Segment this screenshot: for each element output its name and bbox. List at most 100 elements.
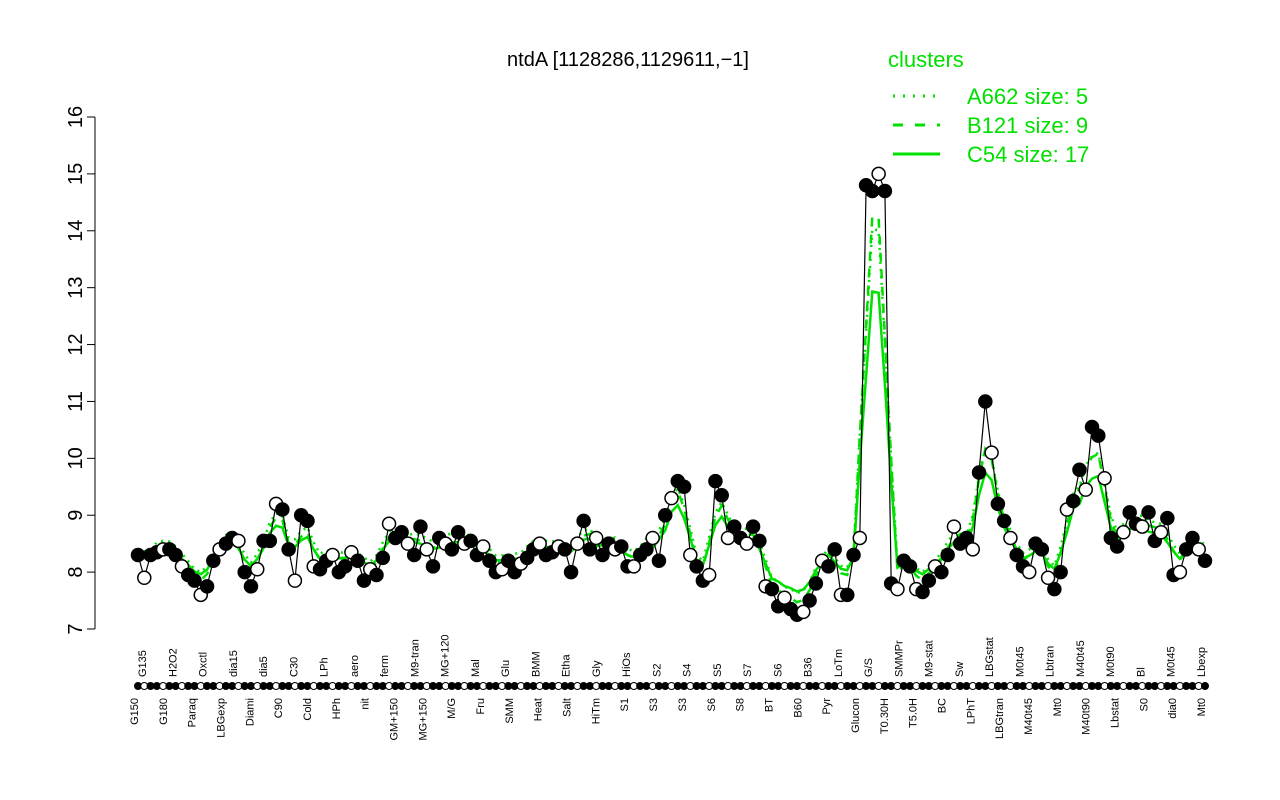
y-tick-label: 13 xyxy=(65,277,87,299)
data-point xyxy=(714,488,729,503)
data-point xyxy=(588,530,604,546)
legend-entry-a662: A662 size: 5 xyxy=(967,84,1088,109)
data-point xyxy=(1040,570,1056,586)
x-label-bottom: Heat xyxy=(533,698,545,721)
x-label-bottom: Paraq xyxy=(187,698,199,727)
data-point xyxy=(745,519,761,534)
data-point xyxy=(1022,564,1037,580)
data-point xyxy=(237,564,252,580)
x-label-top: aero xyxy=(349,655,361,677)
data-point xyxy=(934,564,949,580)
x-label-bottom: Salt xyxy=(562,698,574,717)
data-point xyxy=(137,570,152,586)
data-point xyxy=(1009,547,1024,563)
data-point xyxy=(1003,530,1018,546)
data-point xyxy=(475,539,491,554)
x-label-bottom: BT xyxy=(763,698,775,712)
data-point xyxy=(413,519,428,534)
x-label-bottom: LBGtran xyxy=(994,698,1006,739)
rug-marker xyxy=(1201,682,1209,690)
data-point xyxy=(337,559,353,574)
x-label-top: ferm xyxy=(379,655,391,677)
data-point xyxy=(582,542,598,557)
data-point xyxy=(676,479,692,495)
x-label-top: LBGstat xyxy=(984,637,996,677)
data-point xyxy=(796,604,811,620)
data-point xyxy=(1034,542,1050,557)
data-point xyxy=(206,553,221,568)
legend: clusters A662 size: 5 B121 size: 9 C54 s… xyxy=(888,47,1089,167)
data-point xyxy=(463,533,478,549)
data-point xyxy=(701,567,717,583)
data-point xyxy=(375,550,391,566)
data-point xyxy=(965,542,981,557)
legend-entry-b121: B121 size: 9 xyxy=(967,113,1088,138)
data-point xyxy=(187,573,202,588)
x-label-bottom: T5.0H xyxy=(908,698,920,728)
x-label-top: G135 xyxy=(137,650,149,677)
data-point xyxy=(262,533,278,549)
data-series xyxy=(130,166,1213,623)
x-label-top: dia5 xyxy=(258,656,270,677)
data-point xyxy=(199,579,215,594)
x-label-bottom: SMM xyxy=(504,698,516,724)
x-label-bottom: G180 xyxy=(158,698,170,725)
x-label-top: Bl xyxy=(1136,667,1148,677)
x-label-bottom: Diami xyxy=(244,698,256,726)
data-point xyxy=(576,513,591,529)
x-label-top: LoTm xyxy=(833,649,845,677)
data-point xyxy=(1053,564,1068,580)
x-label-bottom: HPh xyxy=(331,698,343,719)
data-point xyxy=(645,530,660,546)
data-point xyxy=(1097,470,1112,486)
y-tick-label: 15 xyxy=(65,163,87,185)
x-label-bottom: HiTm xyxy=(590,698,602,724)
x-label-bottom: S6 xyxy=(706,698,718,711)
data-point xyxy=(664,490,679,506)
data-point xyxy=(1109,539,1125,554)
data-point xyxy=(275,502,290,517)
x-label-bottom: Lbstat xyxy=(1110,698,1122,728)
data-point xyxy=(381,516,397,532)
x-label-bottom: LPhT xyxy=(965,698,977,725)
x-label-top: Lbtran xyxy=(1045,646,1057,677)
data-point xyxy=(1185,530,1200,546)
x-rug xyxy=(134,682,1209,690)
x-label-bottom: Mt0 xyxy=(1196,698,1208,716)
data-point xyxy=(902,559,918,574)
x-label-bottom: Pyr xyxy=(821,698,833,715)
data-point xyxy=(369,567,384,583)
x-label-top: M40t45 xyxy=(1075,640,1087,677)
data-point xyxy=(996,513,1012,529)
data-point xyxy=(281,542,296,557)
y-axis: 7 8 9 10 11 12 13 14 15 16 xyxy=(65,106,96,635)
data-point xyxy=(651,553,667,568)
data-point xyxy=(764,581,780,597)
x-label-top: LPh xyxy=(319,657,331,677)
data-point xyxy=(325,547,340,563)
x-label-bottom: GM+150 xyxy=(389,698,401,741)
data-point xyxy=(871,166,886,182)
legend-title: clusters xyxy=(888,47,964,72)
data-point xyxy=(727,519,742,534)
data-point xyxy=(1141,505,1156,520)
data-point xyxy=(563,564,579,580)
x-label-top: Lbexp xyxy=(1196,647,1208,677)
x-label-top: G/S xyxy=(863,658,875,677)
data-point xyxy=(243,579,259,594)
y-tick-label: 8 xyxy=(65,567,87,578)
data-point xyxy=(406,547,422,563)
data-point xyxy=(946,519,962,534)
chart-title: ntdA [1128286,1129611,−1] xyxy=(507,49,749,71)
x-label-bottom: S1 xyxy=(619,698,631,711)
x-label-bottom: BC xyxy=(937,698,949,713)
x-label-top: M9-stat xyxy=(924,640,936,677)
x-label-bottom: M/G xyxy=(446,698,458,719)
data-point xyxy=(400,536,416,551)
data-point xyxy=(1197,553,1213,568)
data-point xyxy=(852,530,868,546)
data-point xyxy=(865,183,880,199)
data-point xyxy=(984,445,999,460)
data-point xyxy=(639,542,654,557)
x-label-bottom: dia0 xyxy=(1167,698,1179,719)
